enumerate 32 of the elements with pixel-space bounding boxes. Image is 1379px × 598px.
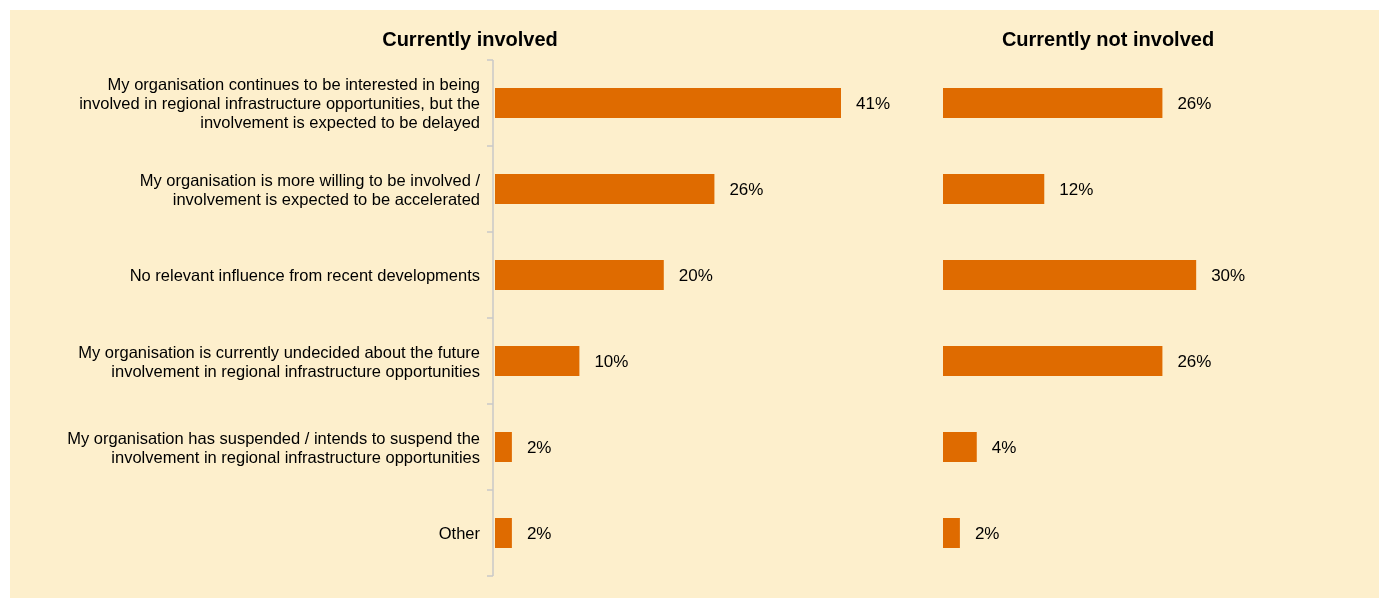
- bar: [495, 432, 512, 462]
- y-tick-label: My organisation continues to be interested in being involved in regional infrastructure opportunities, but the involvement is expected to be delayed: [79, 75, 480, 131]
- y-tick-label: No relevant influence from recent developments: [129, 266, 480, 284]
- bar: [943, 346, 1163, 376]
- data-label: 12%: [1059, 180, 1094, 199]
- y-tick-label: My organisation is more willing to be involved / involvement is expected to be accelerated: [139, 170, 481, 208]
- bar: [943, 518, 960, 548]
- y-tick-label: My organisation has suspended / intends to suspend the involvement in regional infrastructure opportunities: [67, 428, 480, 466]
- bar: [943, 88, 1163, 118]
- data-label: 2%: [974, 524, 1000, 543]
- bar: [495, 518, 512, 548]
- bar: [943, 174, 1045, 204]
- bar: [943, 432, 977, 462]
- bar: [495, 346, 580, 376]
- data-label: 4%: [991, 438, 1017, 457]
- bar: [495, 260, 664, 290]
- bar: [495, 174, 715, 204]
- data-label: 20%: [678, 266, 713, 285]
- y-tick-label: My organisation is currently undecided about the future involvement in regional infrastructure opportunities: [78, 342, 480, 380]
- y-tick-label: Other: [438, 524, 481, 542]
- data-label: 41%: [856, 94, 891, 113]
- data-label: 2%: [526, 438, 552, 457]
- data-label: 26%: [1177, 94, 1212, 113]
- data-label: 26%: [729, 180, 764, 199]
- data-label: 26%: [1177, 352, 1212, 371]
- bar: [495, 88, 841, 118]
- data-label: 30%: [1211, 266, 1246, 285]
- data-label: 2%: [526, 524, 552, 543]
- chart-title: Currently involved: [382, 28, 558, 50]
- chart-title: Currently not involved: [1001, 28, 1215, 50]
- bar: [943, 260, 1197, 290]
- data-label: 10%: [594, 352, 629, 371]
